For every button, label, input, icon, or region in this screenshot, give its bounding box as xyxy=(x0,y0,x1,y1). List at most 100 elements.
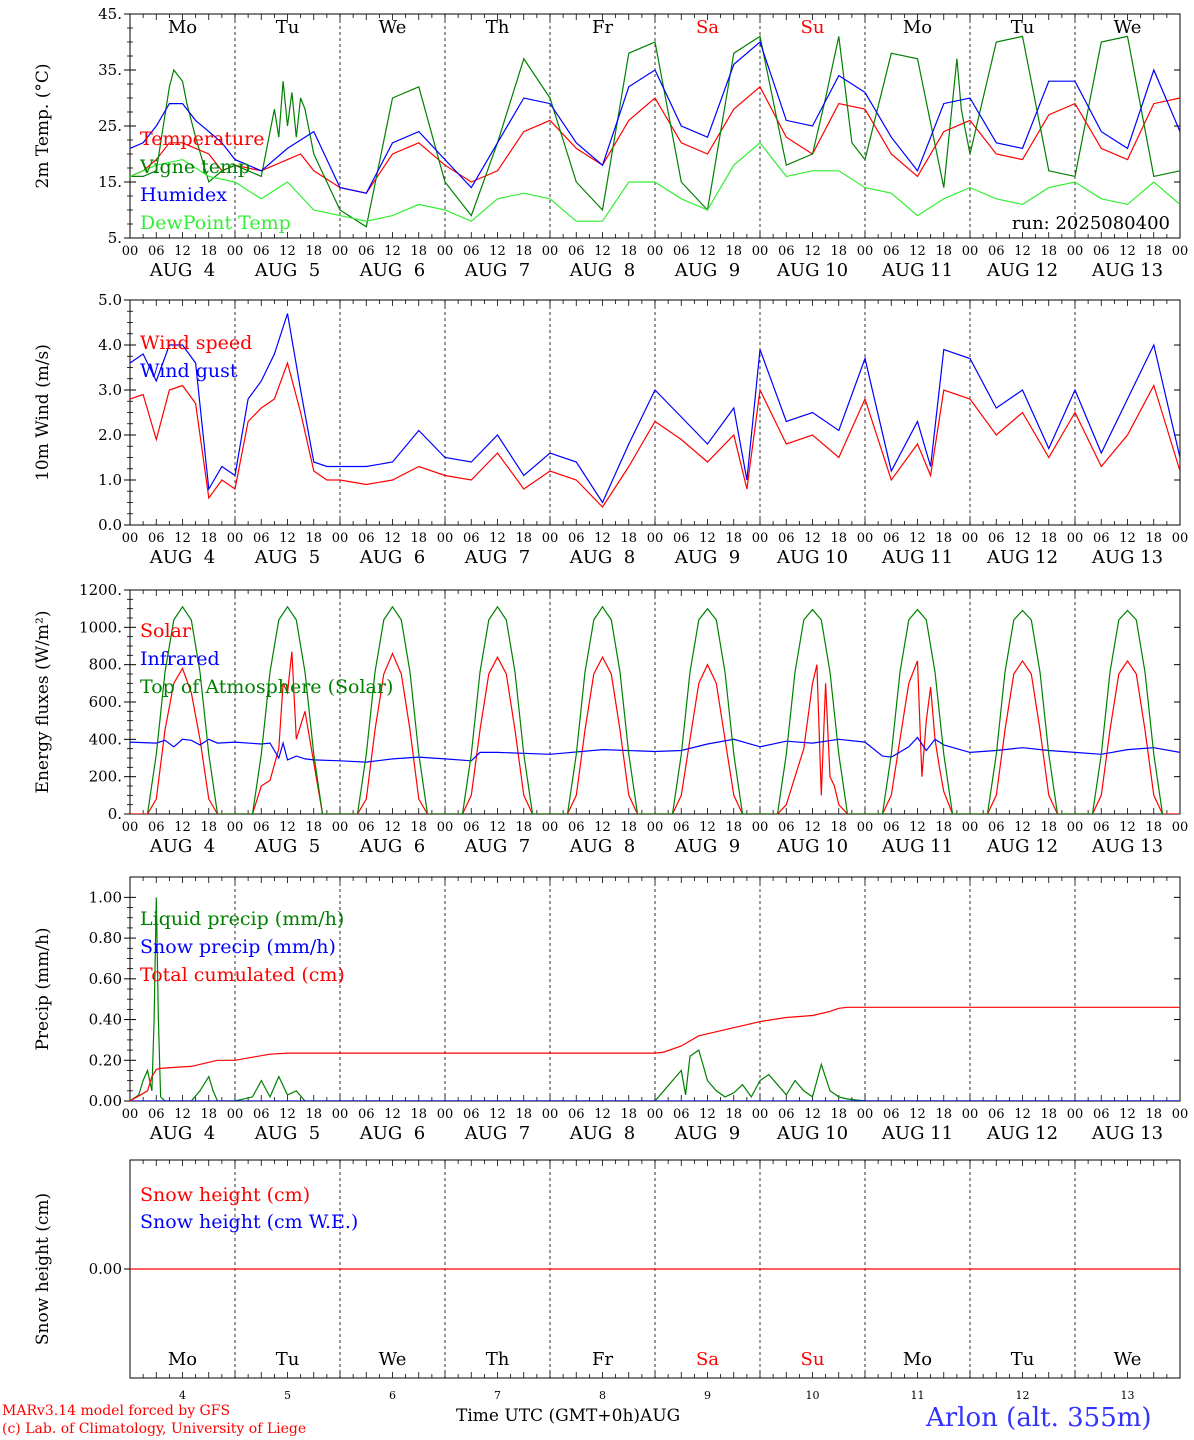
hour-tick-label: 18 xyxy=(410,531,427,546)
hour-tick-label: 00 xyxy=(962,244,979,259)
day-name-label: Th xyxy=(486,1349,510,1370)
y-tick-label: 800. xyxy=(89,656,122,674)
day-name-label: Sa xyxy=(696,1349,719,1370)
hour-tick-label: 12 xyxy=(384,531,401,546)
date-label: AUG 8 xyxy=(569,547,635,568)
series-line-top-of-atmosphere-solar xyxy=(146,605,1164,814)
hour-tick-label: 12 xyxy=(1014,244,1031,259)
panel-5: 0.00 Snow height (cm) Mo Tu We Th Fr Sa Su Mo Tu We… xyxy=(33,1159,1181,1402)
hour-tick-label: 06 xyxy=(778,244,795,259)
hour-tick-label: 18 xyxy=(1040,820,1057,835)
date-label: AUG 13 xyxy=(1091,547,1163,568)
series-line-infrared xyxy=(130,736,1180,763)
y-tick-label: 15. xyxy=(98,173,122,191)
hour-tick-label: 06 xyxy=(568,531,585,546)
date-label: AUG 8 xyxy=(569,1123,635,1144)
hour-tick-label: 00 xyxy=(227,1107,244,1122)
y-tick-label: 4.0 xyxy=(98,336,122,354)
hour-tick-label: 18 xyxy=(515,531,532,546)
hour-tick-label: 06 xyxy=(778,1107,795,1122)
hour-tick-label: 06 xyxy=(568,244,585,259)
hour-tick-label: 18 xyxy=(935,244,952,259)
footer-x-axis-label: Time UTC (GMT+0h)AUG xyxy=(456,1406,681,1426)
hour-tick-label: 18 xyxy=(935,1107,952,1122)
hour-tick-label: 12 xyxy=(1119,244,1136,259)
hour-tick-label: 06 xyxy=(673,1107,690,1122)
hour-tick-label: 12 xyxy=(279,1107,296,1122)
hour-tick-label: 18 xyxy=(620,244,637,259)
legend-entry: Solar xyxy=(140,620,192,642)
footer-location: Arlon (alt. 355m) xyxy=(926,1403,1152,1433)
legend-entry: Vigne temp xyxy=(139,156,250,178)
date-label: AUG 10 xyxy=(776,260,848,281)
hour-tick-label: 06 xyxy=(673,820,690,835)
date-label: AUG 6 xyxy=(359,260,425,281)
hour-tick-label: 00 xyxy=(122,244,139,259)
hour-tick-label: 00 xyxy=(1172,531,1189,546)
hour-tick-label: 12 xyxy=(384,244,401,259)
hour-tick-label: 12 xyxy=(699,244,716,259)
y-tick-label: 0.00 xyxy=(89,1260,122,1278)
hour-tick-label: 06 xyxy=(988,244,1005,259)
hour-tick-label: 06 xyxy=(148,244,165,259)
hour-tick-label: 06 xyxy=(673,244,690,259)
plot-frame xyxy=(129,589,1181,815)
hour-tick-label: 12 xyxy=(699,531,716,546)
day-name-label: Su xyxy=(801,17,825,38)
date-label: AUG 7 xyxy=(464,836,530,857)
hour-tick-label: 06 xyxy=(463,244,480,259)
hour-tick-label: 12 xyxy=(384,1107,401,1122)
legend-entry: Humidex xyxy=(140,184,227,206)
hour-tick-label: 12 xyxy=(489,820,506,835)
hour-tick-label: 00 xyxy=(227,244,244,259)
day-name-label: Tu xyxy=(276,17,300,38)
hour-tick-label: 18 xyxy=(725,820,742,835)
date-label: AUG 13 xyxy=(1091,260,1163,281)
hour-tick-label: 12 xyxy=(1119,820,1136,835)
y-axis-label: 2m Temp. (°C) xyxy=(33,63,53,188)
hour-tick-label: 06 xyxy=(148,1107,165,1122)
y-tick-label: 0. xyxy=(108,805,122,823)
hour-tick-label: 12 xyxy=(1119,1107,1136,1122)
date-label: AUG 6 xyxy=(359,547,425,568)
series-line-wind-speed xyxy=(130,360,1180,508)
hour-tick-label: 06 xyxy=(568,820,585,835)
panel-4: 0.00 0.20 0.40 0.60 0.80 1.00 Precip (mm/h) 00 0… xyxy=(33,876,1188,1144)
hour-tick-label: 06 xyxy=(358,244,375,259)
hour-tick-label: 00 xyxy=(227,820,244,835)
hour-tick-label: 18 xyxy=(830,244,847,259)
hour-tick-label: 00 xyxy=(962,1107,979,1122)
date-label: AUG 9 xyxy=(674,1123,740,1144)
hour-tick-label: 06 xyxy=(253,820,270,835)
panel-1: 5. 15. 25. 35. 45. 2m Temp. (°C) Mo Tu We Th Fr Sa S… xyxy=(33,5,1188,281)
y-tick-label: 45. xyxy=(98,5,122,23)
hour-tick-label: 12 xyxy=(804,1107,821,1122)
run-annotation: run: 2025080400 xyxy=(1012,213,1170,234)
hour-tick-label: 18 xyxy=(725,531,742,546)
legend-entry: Snow precip (mm/h) xyxy=(140,936,336,958)
date-label: AUG 7 xyxy=(464,260,530,281)
date-label: AUG 5 xyxy=(254,547,320,568)
hour-tick-label: 06 xyxy=(148,820,165,835)
legend-entry: Liquid precip (mm/h) xyxy=(140,908,344,930)
hour-tick-label: 00 xyxy=(1067,531,1084,546)
hour-tick-label: 18 xyxy=(200,244,217,259)
hour-tick-label: 12 xyxy=(909,1107,926,1122)
hour-tick-label: 12 xyxy=(489,531,506,546)
hour-tick-label: 18 xyxy=(1145,244,1162,259)
hour-tick-label: 00 xyxy=(752,820,769,835)
hour-tick-label: 12 xyxy=(804,820,821,835)
hour-tick-label: 00 xyxy=(122,1107,139,1122)
hour-tick-label: 00 xyxy=(857,820,874,835)
day-name-label: Tu xyxy=(1011,1349,1035,1370)
hour-tick-label: 00 xyxy=(962,531,979,546)
hour-tick-label: 06 xyxy=(883,820,900,835)
day-number-label: 12 xyxy=(1016,1389,1030,1402)
date-label: AUG 7 xyxy=(464,547,530,568)
date-label: AUG 8 xyxy=(569,260,635,281)
legend-entry: Snow height (cm W.E.) xyxy=(140,1211,358,1233)
hour-tick-label: 18 xyxy=(620,1107,637,1122)
hour-tick-label: 00 xyxy=(122,820,139,835)
series-line-dewpoint-temp xyxy=(130,141,1180,222)
day-name-label: Mo xyxy=(903,17,932,38)
